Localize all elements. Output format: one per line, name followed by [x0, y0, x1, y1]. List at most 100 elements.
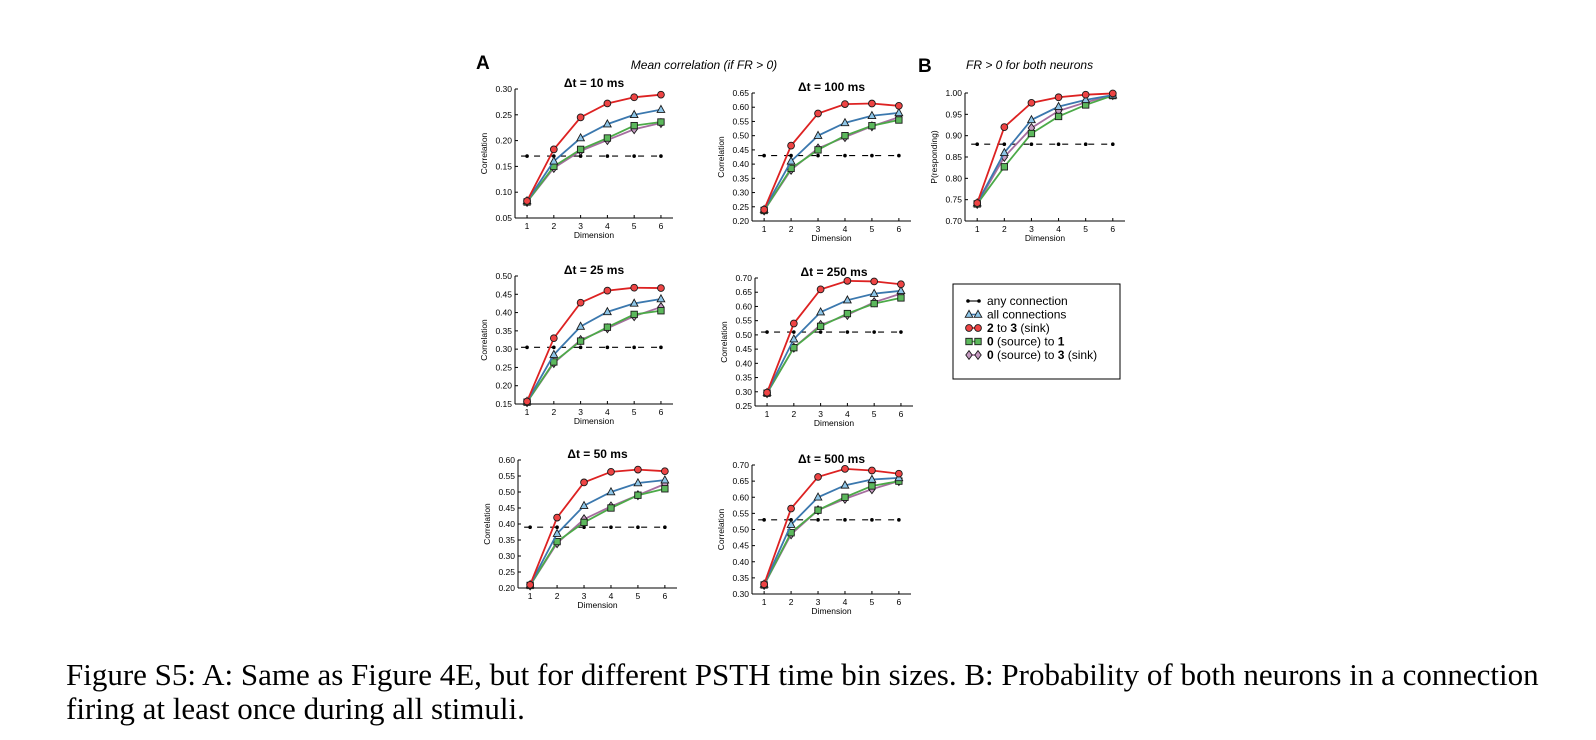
y-tick-label: 0.85 — [945, 152, 962, 162]
y-tick-label: 0.95 — [945, 109, 962, 119]
x-tick-label: 4 — [843, 597, 848, 607]
point-all — [869, 288, 879, 297]
point-r23 — [814, 109, 822, 118]
point-all — [660, 475, 670, 484]
chart-title: Δt = 25 ms — [564, 263, 625, 277]
y-tick-label: 0.20 — [732, 216, 749, 226]
point-any — [897, 153, 901, 158]
series-line-r01 — [529, 487, 666, 586]
plots-group: 0.05 0.10 0.15 0.20 0.25 0.30 1 2 3 4 5 6 Dimension C… — [479, 76, 1125, 616]
x-tick-label: 1 — [765, 409, 770, 419]
legend-marker — [973, 309, 983, 318]
y-tick-label: 0.65 — [732, 88, 749, 98]
series-r23 — [973, 89, 1117, 207]
point-r01 — [630, 310, 638, 319]
point-any — [582, 525, 586, 529]
y-tick-label: 0.40 — [732, 557, 749, 567]
legend-item-r01: 0 (source) to 1 — [965, 335, 1065, 349]
series-line-r01 — [766, 297, 902, 394]
y-tick-label: 0.50 — [732, 131, 749, 141]
y-axis-label: Correlation — [716, 136, 726, 178]
y-tick-label: 0.45 — [735, 344, 752, 354]
x-tick-label: 5 — [870, 224, 875, 234]
x-tick-label: 3 — [816, 224, 821, 234]
point-all — [576, 132, 586, 142]
series-line-r23 — [526, 286, 661, 402]
x-axis-label: Dimension — [811, 606, 851, 616]
point-r23 — [523, 197, 531, 205]
legend-marker — [965, 324, 973, 332]
x-tick-label: 3 — [578, 221, 583, 231]
point-r23 — [816, 285, 825, 294]
chart-1: 0.05 0.10 0.15 0.20 0.25 0.30 1 2 3 4 5 6 Dimension C… — [479, 76, 673, 240]
panel-a-header: Mean correlation (if FR > 0) — [631, 58, 777, 72]
point-all — [999, 147, 1009, 156]
y-axis-label: Correlation — [479, 319, 489, 361]
x-tick-label: 5 — [632, 221, 637, 231]
y-axis-label: Correlation — [482, 503, 492, 545]
legend-label: 2 to 3 (sink) — [987, 321, 1050, 335]
legend-label-part: 1 — [1058, 335, 1065, 349]
y-axis-label: Correlation — [716, 508, 726, 550]
point-r23 — [634, 465, 642, 474]
y-tick-label: 0.25 — [498, 567, 515, 577]
point-r23 — [576, 113, 585, 122]
point-any — [818, 330, 823, 334]
point-r23 — [763, 388, 771, 397]
x-axis-label: Dimension — [814, 418, 854, 428]
chart-5: 0.25 0.30 0.35 0.40 0.45 0.50 0.55 0.60 0.65 0.70… — [719, 265, 913, 428]
x-tick-label: 2 — [789, 224, 794, 234]
legend-marker — [966, 299, 970, 303]
y-tick-label: 0.60 — [735, 301, 752, 311]
point-any — [843, 153, 847, 158]
legend-label-part: (source) to — [994, 348, 1058, 362]
x-tick-label: 6 — [659, 407, 664, 417]
series-line-r01 — [526, 309, 662, 403]
series-r01 — [523, 307, 665, 406]
point-r23 — [841, 100, 849, 108]
legend-label-part: 0 — [987, 335, 994, 349]
legend-label-part: (sink) — [1017, 321, 1050, 335]
chart-7: 0.30 0.35 0.40 0.45 0.50 0.55 0.60 0.65 0.70 1 2 3 4… — [716, 452, 911, 616]
point-r23 — [1108, 89, 1117, 98]
point-r23 — [868, 466, 876, 475]
y-tick-label: 0.35 — [735, 373, 752, 383]
point-all — [549, 156, 559, 165]
point-r01 — [895, 116, 903, 124]
series-line-r23 — [526, 93, 662, 202]
y-tick-label: 0.45 — [498, 503, 515, 513]
legend-marker — [965, 337, 973, 346]
point-all — [816, 306, 826, 316]
point-r01 — [603, 323, 612, 331]
y-tick-label: 0.55 — [735, 316, 752, 326]
point-r01 — [657, 118, 665, 126]
point-r23 — [870, 277, 879, 286]
point-any — [605, 345, 610, 350]
y-tick-label: 0.35 — [495, 326, 512, 336]
point-any — [872, 330, 876, 334]
point-r23 — [657, 90, 665, 99]
panel-label-b: B — [918, 56, 932, 77]
chart-6: 0.20 0.25 0.30 0.35 0.40 0.45 0.50 0.55 0.60 1 2 3 4… — [482, 447, 677, 610]
y-tick-label: 0.70 — [735, 273, 752, 283]
legend-label-part: (sink) — [1064, 348, 1097, 362]
point-any — [1056, 142, 1061, 146]
point-all — [549, 349, 559, 358]
x-tick-label: 4 — [1056, 224, 1061, 234]
y-tick-label: 0.45 — [732, 541, 749, 551]
point-r23 — [657, 284, 665, 292]
legend-marker — [964, 309, 974, 318]
x-tick-label: 6 — [663, 591, 668, 601]
point-r01 — [580, 518, 588, 527]
y-tick-label: 0.30 — [498, 551, 515, 561]
legend-label: 0 (source) to 3 (sink) — [987, 348, 1097, 362]
point-all — [894, 107, 904, 117]
point-any — [1029, 142, 1034, 146]
x-tick-label: 5 — [872, 409, 877, 419]
y-tick-label: 0.45 — [732, 145, 749, 155]
point-any — [843, 518, 847, 522]
y-tick-label: 0.50 — [498, 487, 515, 497]
point-any — [897, 518, 901, 522]
y-tick-label: 0.55 — [732, 116, 749, 126]
y-tick-label: 0.20 — [498, 583, 515, 593]
